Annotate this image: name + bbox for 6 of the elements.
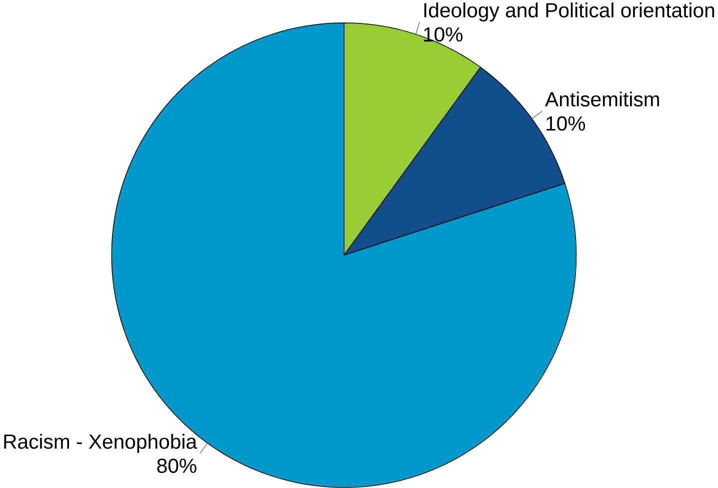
slice-label: Ideology and Political orientation	[424, 2, 714, 22]
slice-label: Racism - Xenophobia	[4, 434, 198, 453]
data-label: 10%	[546, 116, 586, 131]
data-label: 80%	[157, 458, 196, 474]
slice-label: Antisemitism	[545, 92, 659, 107]
data-label: 10%	[424, 27, 462, 42]
